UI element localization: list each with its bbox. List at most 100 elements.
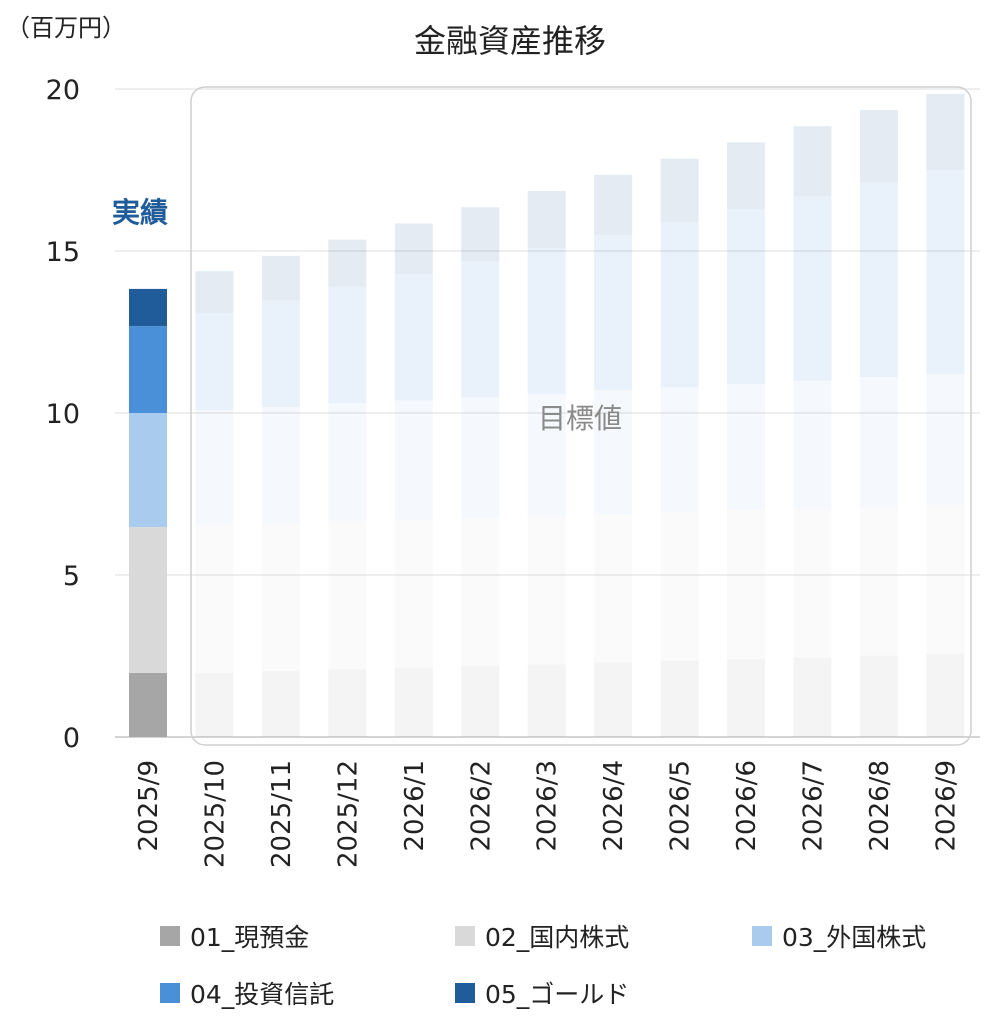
bar-segment-3	[660, 387, 699, 513]
bar-segment-2	[261, 523, 300, 672]
bar-segment-5	[129, 288, 167, 327]
legend-swatch	[160, 926, 180, 946]
bar-segment-3	[793, 380, 832, 509]
bar-segment-1	[859, 655, 898, 737]
bar-segment-1	[461, 666, 500, 737]
bar-segment-1	[261, 671, 300, 737]
bar-segment-2	[859, 506, 898, 656]
bar-segment-1	[594, 662, 633, 737]
bar-segment-1	[195, 672, 234, 737]
bar-segment-1	[394, 667, 433, 737]
x-tick-label: 2025/12	[333, 760, 363, 868]
bar-segment-5	[328, 239, 367, 287]
y-tick-label: 10	[46, 399, 80, 430]
bar-segment-4	[727, 208, 766, 384]
legend-swatch	[752, 926, 772, 946]
bar-segment-1	[926, 654, 965, 737]
bar-segment-3	[328, 403, 367, 522]
legend-item[interactable]: 02_国内株式	[455, 918, 629, 954]
legend-label: 02_国内株式	[485, 923, 630, 952]
bar-segment-4	[129, 326, 167, 413]
bar-segment-4	[461, 261, 500, 398]
bar-segment-4	[859, 182, 898, 378]
legend-swatch	[160, 983, 180, 1003]
bar-segment-2	[328, 521, 367, 670]
legend-item[interactable]: 04_投資信託	[160, 975, 334, 1011]
legend-item[interactable]: 01_現預金	[160, 918, 309, 954]
bar-segment-3	[594, 390, 633, 515]
bar-segment-5	[394, 223, 433, 275]
bar-segment-2	[594, 514, 633, 663]
bar-segment-1	[660, 660, 699, 737]
target-label: 目標値	[538, 402, 622, 435]
bar-segment-4	[394, 274, 433, 401]
bar-segment-4	[328, 286, 367, 404]
bar-segment-2	[527, 516, 566, 665]
x-tick-label: 2026/5	[666, 760, 696, 851]
bar-segment-3	[859, 377, 898, 507]
legend-label: 03_外国株式	[782, 923, 927, 952]
bar-segment-3	[261, 407, 300, 524]
legend-label: 01_現預金	[190, 923, 310, 952]
x-tick-label: 2026/4	[599, 760, 629, 851]
chart-title: 金融資産推移	[414, 22, 606, 60]
x-tick-label: 2025/11	[267, 760, 297, 868]
bar-segment-5	[261, 255, 300, 301]
bar-segment-2	[195, 525, 234, 673]
bar-segment-3	[129, 413, 167, 528]
legend-label: 04_投資信託	[190, 980, 335, 1009]
bar-segment-5	[727, 142, 766, 209]
bar-segment-3	[527, 393, 566, 517]
bar-segment-4	[594, 234, 633, 391]
bar-segment-3	[926, 374, 965, 506]
bar-segment-1	[328, 669, 367, 737]
bar-segment-2	[394, 519, 433, 668]
y-tick-label: 15	[46, 237, 80, 268]
x-tick-label: 2026/7	[799, 760, 829, 851]
x-tick-label: 2025/9	[134, 760, 164, 851]
x-tick-label: 2026/1	[400, 760, 430, 851]
y-tick-label: 20	[46, 75, 80, 106]
x-tick-label: 2026/8	[865, 760, 895, 851]
legend-swatch	[455, 926, 475, 946]
bar-segment-2	[727, 510, 766, 660]
actual-label: 実績	[112, 196, 168, 229]
bar-segment-3	[461, 397, 500, 518]
bar-segment-5	[926, 93, 965, 170]
bar-segment-2	[793, 508, 832, 658]
bar-segment-2	[129, 527, 167, 673]
bar-segment-4	[195, 312, 234, 411]
bar-segment-5	[859, 110, 898, 183]
x-tick-label: 2026/6	[732, 760, 762, 851]
bar-segment-1	[129, 672, 167, 737]
bar-segment-3	[195, 410, 234, 526]
bar-segment-4	[660, 222, 699, 388]
legend-item[interactable]: 05_ゴールド	[455, 975, 629, 1011]
legend-label: 05_ゴールド	[485, 980, 630, 1009]
legend-item[interactable]: 03_外国株式	[752, 918, 926, 954]
bar-segment-1	[527, 664, 566, 737]
bar-segment-5	[527, 191, 566, 249]
bar-segment-3	[394, 400, 433, 520]
y-tick-label: 0	[63, 723, 80, 754]
bar-segment-2	[461, 517, 500, 667]
bar-segment-4	[261, 300, 300, 408]
x-tick-label: 2026/2	[466, 760, 496, 851]
y-axis-unit-label: （百万円）	[6, 14, 126, 42]
x-tick-label: 2026/9	[931, 760, 961, 851]
bar-segment-5	[660, 158, 699, 223]
bar-segment-5	[793, 126, 832, 197]
bar-segment-4	[793, 196, 832, 381]
bar-segment-2	[660, 512, 699, 661]
target-region-frame	[190, 86, 972, 746]
x-tick-label: 2025/10	[200, 760, 230, 868]
x-tick-label: 2026/3	[533, 760, 563, 851]
bar-segment-5	[594, 174, 633, 235]
y-tick-label: 5	[63, 561, 80, 592]
bar-segment-2	[926, 505, 965, 655]
bar-segment-1	[727, 659, 766, 737]
bar-segment-5	[195, 271, 234, 313]
legend-swatch	[455, 983, 475, 1003]
